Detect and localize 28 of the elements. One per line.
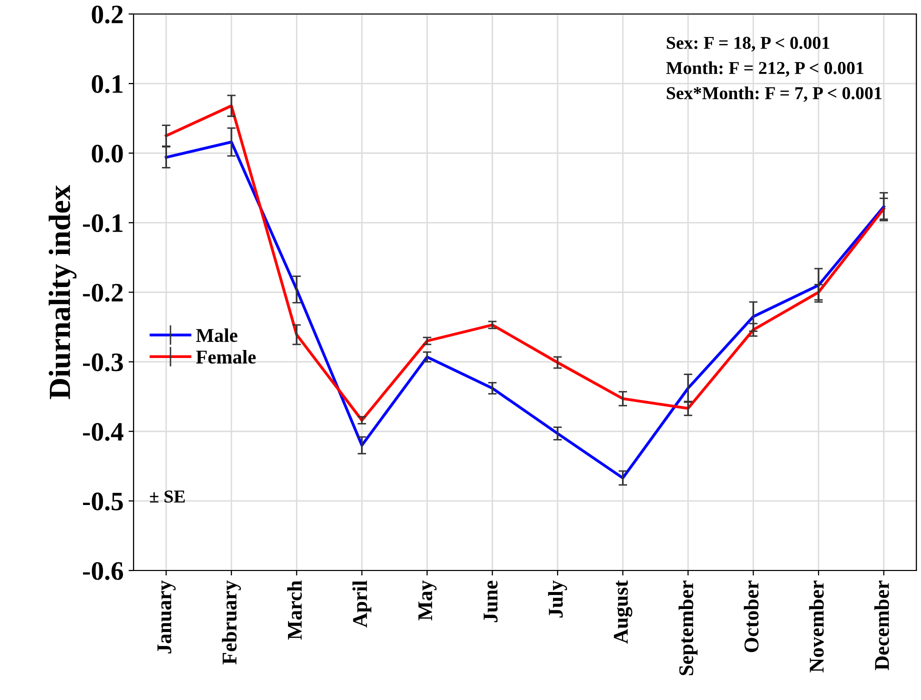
x-tick-label: August: [614, 580, 632, 644]
annotation: Sex: F = 18, P < 0.001 Month: F = 212, P < 0.001 Sex*Month: F = 7, P < 0.001: [666, 36, 882, 102]
line-series: [164, 104, 886, 422]
y-tick-label: -0.3: [83, 353, 123, 372]
y-tick-label: 0.2: [92, 6, 123, 24]
x-tick-label: April: [352, 580, 372, 628]
y-tick-label: -0.6: [83, 562, 124, 580]
y-tick-label: 0.1: [92, 75, 122, 94]
y-tick-label: 0.0: [92, 144, 123, 163]
x-tick-label: November: [809, 580, 824, 672]
x-tick-label: July: [548, 580, 568, 618]
x-tick-label: December: [874, 580, 889, 670]
annotation: ± SE: [150, 490, 185, 503]
x-tick-label: February: [222, 580, 241, 664]
x-tick-label: October: [744, 580, 759, 652]
legend-label: Male: [196, 328, 238, 342]
line-series: [164, 140, 886, 480]
x-tick-label: June: [484, 580, 498, 622]
y-axis-title: Diurnality index: [48, 185, 76, 400]
x-tick-label: January: [157, 580, 176, 654]
y-tick-label: -0.1: [83, 214, 122, 232]
y-tick-label: -0.2: [83, 284, 123, 302]
x-tick-label: March: [287, 580, 302, 640]
x-tick-label: May: [418, 580, 437, 620]
y-tick-label: -0.5: [83, 492, 123, 510]
x-tick-label: September: [678, 580, 698, 676]
y-tick-label: -0.4: [83, 422, 124, 441]
legend-label: Female: [196, 350, 256, 364]
